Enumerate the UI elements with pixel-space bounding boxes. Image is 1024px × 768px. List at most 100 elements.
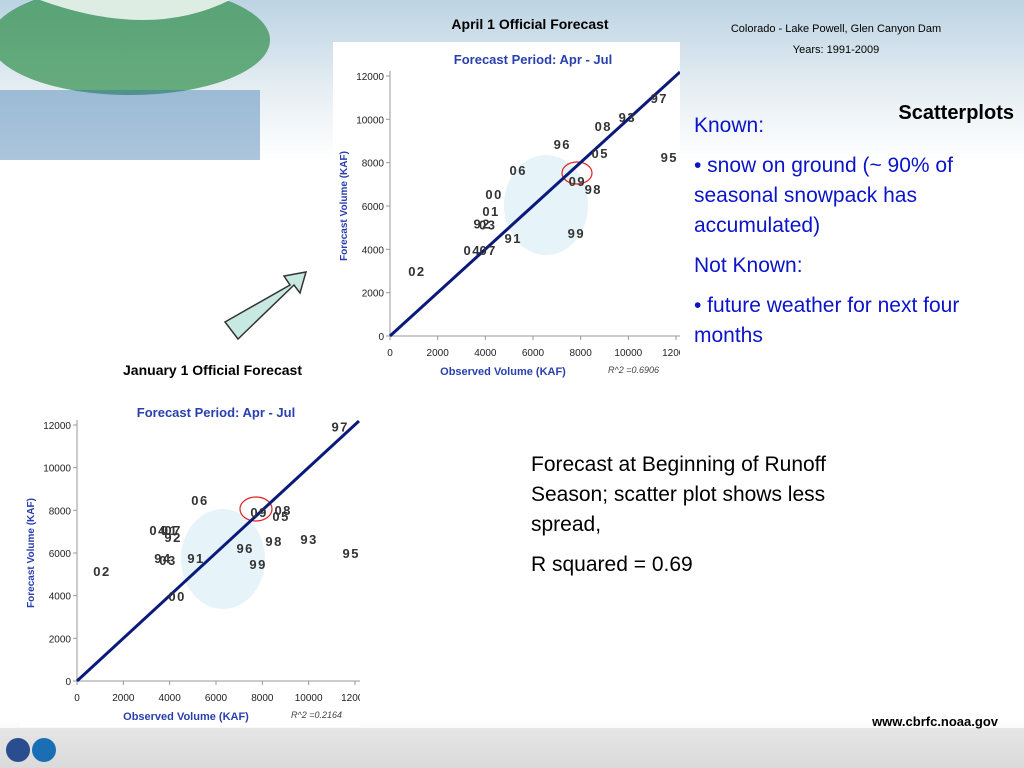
point-label: 99 (568, 226, 585, 241)
point-label: 03 (159, 553, 176, 568)
chart: Forecast Period: Apr - Jul02000400060008… (333, 42, 680, 378)
point-label: 04 (149, 523, 166, 538)
annotation: R^2 =0.2164 (291, 710, 342, 720)
point-label: 91 (504, 231, 521, 246)
logo (32, 738, 56, 762)
highlight-circle (561, 161, 593, 185)
x-tick-label: 4000 (474, 348, 497, 359)
point-label: 97 (651, 91, 668, 106)
y-tick-label: 10000 (356, 115, 384, 126)
y-tick-label: 8000 (362, 159, 385, 170)
years: Years: 1991-2009 (792, 44, 880, 56)
x-tick-label: 12000 (662, 348, 680, 359)
text: • future weather for next four months (694, 294, 960, 347)
point-label: 01 (161, 523, 178, 538)
jan-title: January 1 Official Forecast (123, 362, 302, 378)
known-block: Known: • snow on ground (~ 90% of season… (694, 111, 1019, 361)
text: Known: (694, 114, 765, 137)
y-tick-label: 12000 (43, 421, 71, 432)
y-axis-label: Forecast Volume (KAF) (339, 151, 350, 261)
x-axis-label: Observed Volume (KAF) (123, 711, 249, 723)
point-label: 06 (509, 163, 526, 178)
y-tick-label: 4000 (362, 245, 385, 256)
watermark (504, 155, 588, 255)
y-tick-label: 0 (378, 332, 384, 343)
x-axis-label: Observed Volume (KAF) (440, 366, 566, 378)
y-tick-label: 6000 (49, 549, 72, 560)
x-tick-label: 6000 (522, 348, 545, 359)
point-label: 91 (187, 551, 204, 566)
text: Not Known: (694, 254, 803, 277)
point-label: 96 (236, 541, 253, 556)
arrow (223, 271, 308, 341)
chart-title: Forecast Period: Apr - Jul (454, 52, 612, 67)
x-tick-label: 8000 (251, 693, 274, 704)
y-tick-label: 0 (65, 677, 71, 688)
footer-bar (0, 728, 1024, 768)
point-label: 07 (164, 523, 181, 538)
point-label: 99 (249, 557, 266, 572)
x-tick-label: 8000 (570, 348, 593, 359)
point-label: 08 (274, 503, 291, 518)
point-label: 05 (272, 509, 289, 524)
text: Forecast at Beginning of Runoff Season; … (531, 453, 826, 536)
annotation: R^2 =0.6906 (608, 365, 659, 375)
note-block: Forecast at Beginning of Runoff Season; … (531, 450, 851, 590)
y-tick-label: 2000 (49, 634, 72, 645)
watermark (181, 509, 265, 609)
x-tick-label: 4000 (159, 693, 182, 704)
point-label: 00 (485, 187, 502, 202)
point-label: 98 (265, 534, 282, 549)
heading: Scatterplots (898, 102, 1014, 124)
y-tick-label: 12000 (356, 72, 384, 83)
point-label: 09 (569, 174, 586, 189)
x-tick-label: 2000 (112, 693, 135, 704)
chart: Forecast Period: Apr - Jul02000400060008… (20, 395, 360, 727)
header-wave (40, 0, 230, 20)
url: www.cbrfc.noaa.gov (872, 714, 998, 729)
chart-title: Forecast Period: Apr - Jul (137, 405, 295, 420)
point-label: 97 (331, 419, 348, 434)
y-tick-label: 10000 (43, 464, 71, 475)
location: Colorado - Lake Powell, Glen Canyon Dam (730, 23, 942, 35)
reference-line (75, 419, 360, 683)
point-label: 94 (154, 551, 171, 566)
x-tick-label: 6000 (205, 693, 228, 704)
point-label: 93 (619, 110, 636, 125)
y-tick-label: 2000 (362, 289, 385, 300)
y-tick-label: 8000 (49, 506, 72, 517)
highlight-circle (239, 496, 273, 522)
y-axis-label: Forecast Volume (KAF) (26, 498, 37, 608)
x-tick-label: 10000 (614, 348, 642, 359)
y-tick-label: 6000 (362, 202, 385, 213)
x-tick-label: 0 (387, 348, 393, 359)
top-title: April 1 Official Forecast (451, 16, 609, 32)
point-label: 95 (343, 546, 360, 561)
point-label: 08 (595, 119, 612, 134)
x-tick-label: 0 (74, 693, 80, 704)
header-art (0, 0, 270, 95)
text: R squared = 0.69 (531, 553, 693, 576)
text: • snow on ground (~ 90% of seasonal snow… (694, 154, 953, 237)
point-label: 03 (479, 217, 496, 232)
y-tick-label: 4000 (49, 592, 72, 603)
point-label: 01 (482, 204, 499, 219)
point-label: 06 (191, 493, 208, 508)
point-label: 02 (408, 264, 425, 279)
point-label: 96 (554, 137, 571, 152)
reference-line (388, 70, 680, 338)
point-label: 98 (585, 182, 602, 197)
point-label: 02 (93, 564, 110, 579)
header-water (0, 90, 260, 160)
point-label: 93 (300, 532, 317, 547)
point-label: 04 (463, 243, 480, 258)
x-tick-label: 12000 (341, 693, 360, 704)
x-tick-label: 10000 (295, 693, 323, 704)
point-label: 92 (164, 530, 181, 545)
point-label: 92 (474, 216, 491, 231)
x-tick-label: 2000 (427, 348, 450, 359)
point-label: 00 (168, 589, 185, 604)
point-label: 05 (591, 146, 608, 161)
